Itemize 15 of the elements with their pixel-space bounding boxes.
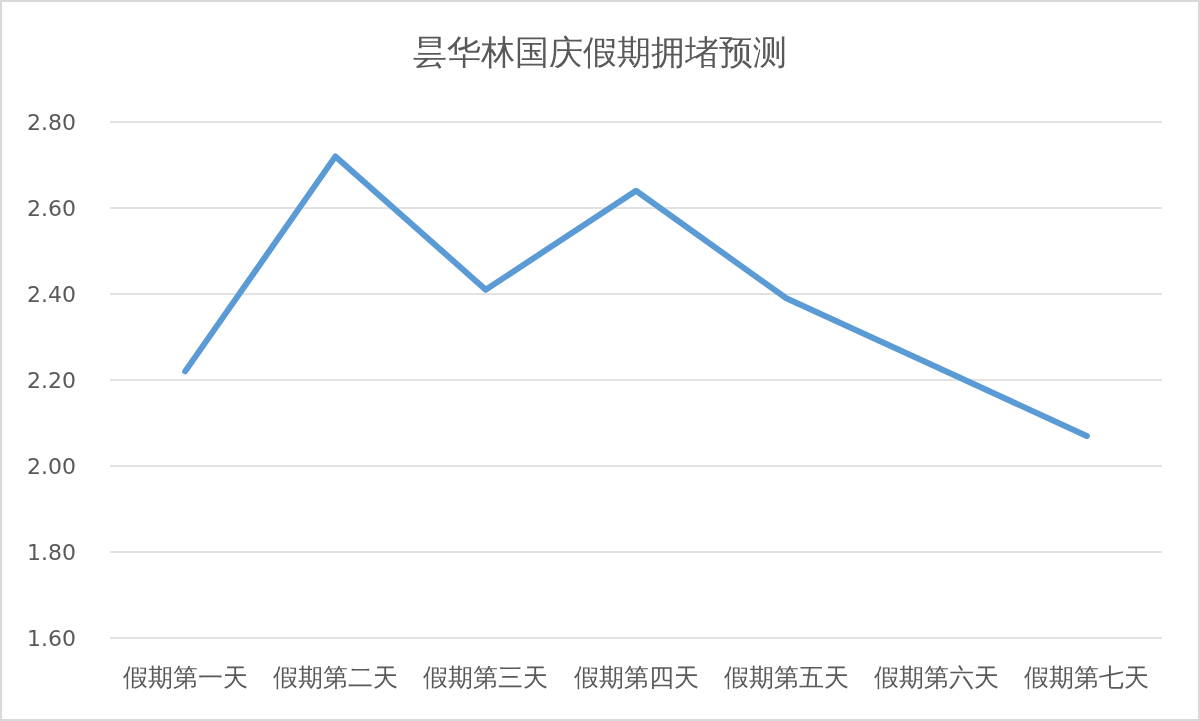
x-tick-label: 假期第二天 (272, 663, 398, 692)
x-tick-label: 假期第一天 (122, 663, 248, 692)
chart-title: 昙华林国庆假期拥堵预测 (413, 32, 787, 72)
y-tick-label: 2.00 (27, 453, 76, 479)
x-tick-label: 假期第六天 (874, 663, 1000, 692)
x-tick-label: 假期第四天 (573, 663, 699, 692)
x-tick-label: 假期第五天 (723, 663, 849, 692)
x-tick-label: 假期第七天 (1024, 663, 1150, 692)
x-tick-label: 假期第三天 (423, 663, 549, 692)
y-tick-label: 2.40 (27, 281, 76, 307)
y-tick-label: 1.60 (27, 625, 76, 651)
y-tick-label: 1.80 (27, 539, 76, 565)
y-tick-label: 2.20 (27, 367, 76, 393)
y-tick-label: 2.60 (27, 195, 76, 221)
y-tick-label: 2.80 (27, 109, 76, 135)
